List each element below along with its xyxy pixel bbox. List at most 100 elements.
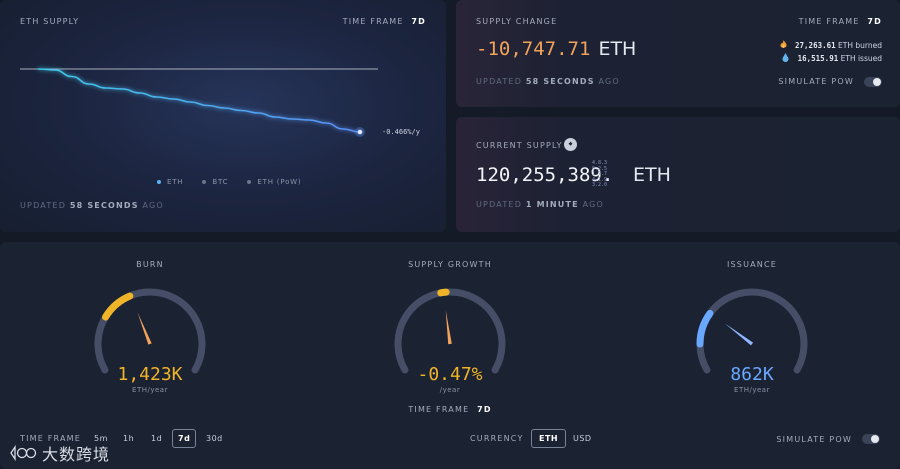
footer-timeframe-label: TIME FRAME: [20, 434, 82, 443]
timeframe-indicator: TIME FRAME 7d: [799, 17, 882, 26]
updated-suffix: AGO: [142, 201, 164, 210]
supply-line-chart: [20, 68, 378, 137]
issued-row: 16,515.91 ETH issued: [782, 53, 882, 63]
gauges-timeframe: TIME FRAME 7d: [370, 405, 530, 414]
amount-unit: ETH: [598, 38, 637, 60]
updated-value: 58 SECONDS: [69, 201, 139, 210]
decimal-digit: 1.7.7: [592, 171, 608, 177]
timeframe-30d-button[interactable]: 30d: [206, 434, 223, 443]
issuance-gauge: [696, 288, 808, 374]
rolling-decimals: 4.8.3 5.2.5 1.7.7 4.1.9 3.2.0: [592, 160, 608, 189]
amount-value: -10,747.71: [476, 38, 591, 60]
gauge-needle: [724, 323, 754, 346]
legend-label: ETH (PoW): [257, 178, 302, 186]
gauge-title-supply-growth: SUPPLY GROWTH: [408, 260, 492, 269]
legend-item-eth-pow[interactable]: ETH (PoW): [247, 178, 301, 186]
legend-dot-icon: [157, 180, 161, 184]
gauge-title-burn: BURN: [136, 260, 164, 269]
gauge-unit-burn: ETH/year: [132, 386, 168, 394]
legend-item-eth[interactable]: ETH: [157, 178, 183, 186]
burn-gauge: [94, 288, 206, 374]
timeframe-1d-button[interactable]: 1d: [151, 434, 163, 443]
gauge-value-issuance: 862K: [730, 364, 774, 385]
supply-change-panel: SUPPLY CHANGE TIME FRAME 7d -10,747.71 E…: [456, 0, 900, 107]
legend-dot-icon: [202, 180, 207, 184]
current-supply-panel: CURRENT SUPPLY ◆ 120,255,389. 4.8.3 5.2.…: [456, 117, 900, 232]
supply-unit: ETH: [633, 164, 671, 186]
timeframe-value: 7d: [867, 17, 882, 26]
legend-label: BTC: [212, 178, 229, 186]
simulate-pow-label: SIMULATE PoW: [778, 77, 854, 86]
updated-status: UPDATED 58 SECONDS AGO: [20, 201, 164, 210]
legend-item-btc[interactable]: BTC: [202, 178, 228, 186]
flame-icon: [780, 40, 787, 49]
timeframe-label: TIME FRAME: [798, 17, 860, 26]
timeframe-1h-button[interactable]: 1h: [123, 434, 135, 443]
issued-amount: 16,515.91: [797, 54, 839, 63]
gauge-track: [94, 288, 206, 374]
burned-label: ETH burned: [838, 41, 882, 50]
decimal-digit: 5.2.5: [592, 165, 608, 172]
legend-label: ETH: [167, 178, 184, 186]
timeframe-label: TIME FRAME: [342, 17, 404, 26]
gauge-needle: [137, 312, 152, 345]
updated-status: UPDATED 58 SECONDS AGO: [476, 77, 620, 86]
eth-supply-series-line: [37, 68, 361, 133]
panel-title: CURRENT SUPPLY: [476, 141, 563, 150]
burned-row: 27,263.61 ETH burned: [780, 40, 882, 50]
updated-suffix: AGO: [598, 77, 620, 86]
updated-prefix: UPDATED: [476, 200, 523, 209]
currency-eth-button[interactable]: ETH: [531, 429, 567, 448]
currency-usd-button[interactable]: USD: [573, 434, 592, 443]
timeframe-value: 7d: [477, 405, 492, 414]
supply-growth-gauge: [394, 288, 506, 374]
updated-status: UPDATED 1 MINUTE AGO: [476, 200, 604, 209]
decimal-digit: 4.8.3: [592, 160, 608, 166]
eth-supply-panel: ETH SUPPLY TIME FRAME 7d -0.466%/y ETH B…: [0, 0, 446, 232]
supply-change-annotation: -0.466%/y: [382, 128, 420, 136]
updated-value: 1 MINUTE: [525, 200, 579, 209]
issued-label: ETH issued: [840, 54, 882, 63]
gauge-track: [394, 288, 506, 374]
timeframe-7d-button[interactable]: 7d: [172, 429, 197, 448]
watermark-text: 大数跨境: [42, 445, 111, 464]
logo-icon: [10, 444, 37, 462]
gauge-value-arc: [696, 309, 714, 348]
updated-prefix: UPDATED: [476, 77, 523, 86]
updated-suffix: AGO: [582, 200, 605, 209]
gauge-value-burn: 1,423K: [117, 364, 183, 385]
currency-label: CURRENCY: [470, 434, 524, 443]
current-supply-amount: 120,255,389.: [476, 164, 613, 186]
simulate-pow-label: SIMULATE PoW: [776, 435, 852, 444]
end-point: [357, 129, 363, 135]
gauges-panel: BURN 1,423K ETH/year SUPPLY GROWTH -0.47…: [0, 242, 900, 469]
gauge-needle: [445, 310, 452, 345]
panel-title: SUPPLY CHANGE: [476, 17, 558, 26]
gauge-track: [696, 288, 808, 374]
gauge-value-arc: [437, 288, 450, 297]
chart-legend: ETH BTC ETH (PoW): [157, 178, 301, 186]
gauge-value-supply-growth: -0.47%: [417, 364, 483, 385]
gauge-unit-issuance: ETH/year: [734, 386, 770, 394]
simulate-pow-toggle[interactable]: [864, 77, 882, 87]
updated-prefix: UPDATED: [20, 201, 67, 210]
panel-title: ETH SUPPLY: [20, 17, 80, 26]
gauge-title-issuance: ISSUANCE: [726, 260, 778, 269]
updated-value: 58 SECONDS: [525, 77, 595, 86]
legend-dot-icon: [247, 180, 252, 184]
burned-amount: 27,263.61: [795, 41, 836, 50]
decimal-digit: 3.2.0: [592, 182, 608, 188]
watermark: 大数跨境: [8, 442, 110, 464]
decimal-digit: 4.1.9: [592, 176, 608, 183]
timeframe-indicator: TIME FRAME 7d: [343, 17, 426, 26]
timeframe-value: 7d: [411, 17, 426, 26]
supply-amount: 120,255,389.: [476, 164, 614, 186]
gauge-value-arc: [102, 292, 134, 321]
timeframe-5m-button[interactable]: 5m: [94, 434, 108, 443]
simulate-pow-toggle[interactable]: [862, 434, 880, 444]
timeframe-label: TIME FRAME: [408, 405, 470, 414]
droplet-icon: [782, 53, 789, 62]
coin-icon: ◆: [564, 138, 577, 151]
gauge-unit-supply-growth: /year: [439, 386, 461, 394]
supply-change-amount: -10,747.71 ETH: [476, 38, 636, 60]
